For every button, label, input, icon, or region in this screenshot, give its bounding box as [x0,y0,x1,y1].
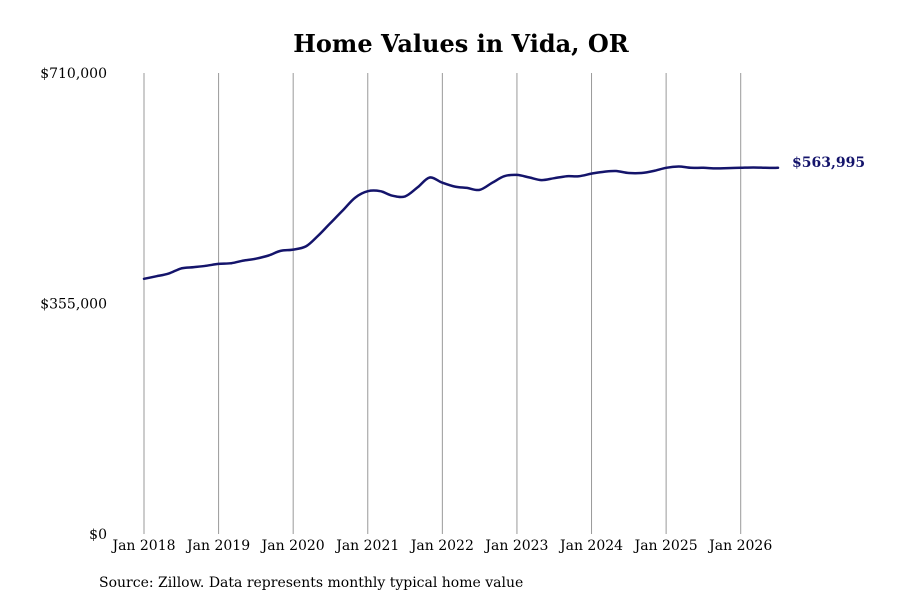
x-tick-label: Jan 2020 [260,538,325,554]
y-tick-label: $710,000 [40,66,107,82]
gridlines [143,73,742,534]
x-tick-label: Jan 2019 [185,538,250,554]
x-axis-ticks: Jan 2018 Jan 2019 Jan 2020 Jan 2021 Jan 2022… [110,538,772,554]
x-tick-label: Jan 2022 [409,538,474,554]
x-tick-label: Jan 2026 [707,538,772,554]
x-tick-label: Jan 2023 [483,538,548,554]
y-axis-ticks: $0 $355,000 $710,000 [40,66,107,543]
chart-title: Home Values in Vida, OR [293,29,630,58]
x-tick-label: Jan 2025 [633,538,698,554]
x-tick-label: Jan 2024 [558,538,623,554]
home-value-line [142,165,780,281]
x-tick-label: Jan 2021 [334,538,399,554]
source-note: Source: Zillow. Data represents monthly … [99,575,523,591]
y-tick-label: $0 [89,527,107,543]
x-tick-label: Jan 2018 [110,538,175,554]
y-tick-label: $355,000 [40,297,107,313]
latest-value-label: $563,995 [792,155,865,171]
